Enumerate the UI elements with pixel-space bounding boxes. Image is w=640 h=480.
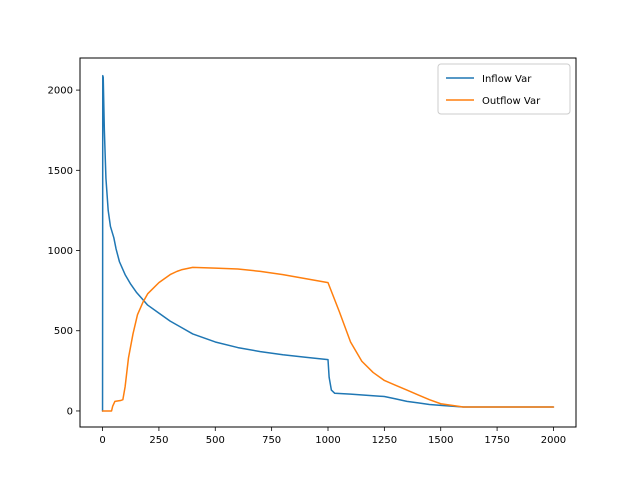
series-layer	[101, 74, 555, 412]
x-tick-label: 500	[206, 435, 225, 446]
y-tick-label: 0	[67, 406, 73, 417]
x-tick-label: 1250	[372, 435, 397, 446]
series-line-1	[101, 74, 555, 412]
legend-label-2: Outflow Var	[482, 96, 541, 107]
x-tick-label: 750	[262, 435, 281, 446]
legend-label-1: Inflow Var	[482, 74, 532, 85]
x-tick-label: 1000	[315, 435, 340, 446]
x-tick-label: 1750	[484, 435, 509, 446]
y-tick-label: 1000	[48, 246, 73, 257]
x-tick-label: 250	[149, 435, 168, 446]
x-axis: 0 250 500 750 1000 1250 1500 1750 2000	[99, 427, 566, 446]
legend-box	[437, 63, 571, 115]
legend: Inflow Var Outflow Var	[437, 63, 571, 115]
y-tick-label: 500	[54, 326, 73, 337]
y-axis: 0 500 1000 1500 2000	[48, 86, 80, 417]
y-tick-label: 2000	[48, 86, 73, 97]
series-line-2	[101, 266, 555, 412]
x-tick-label: 1500	[428, 435, 453, 446]
y-tick-label: 1500	[48, 166, 73, 177]
x-tick-label: 0	[99, 435, 105, 446]
x-tick-label: 2000	[541, 435, 566, 446]
